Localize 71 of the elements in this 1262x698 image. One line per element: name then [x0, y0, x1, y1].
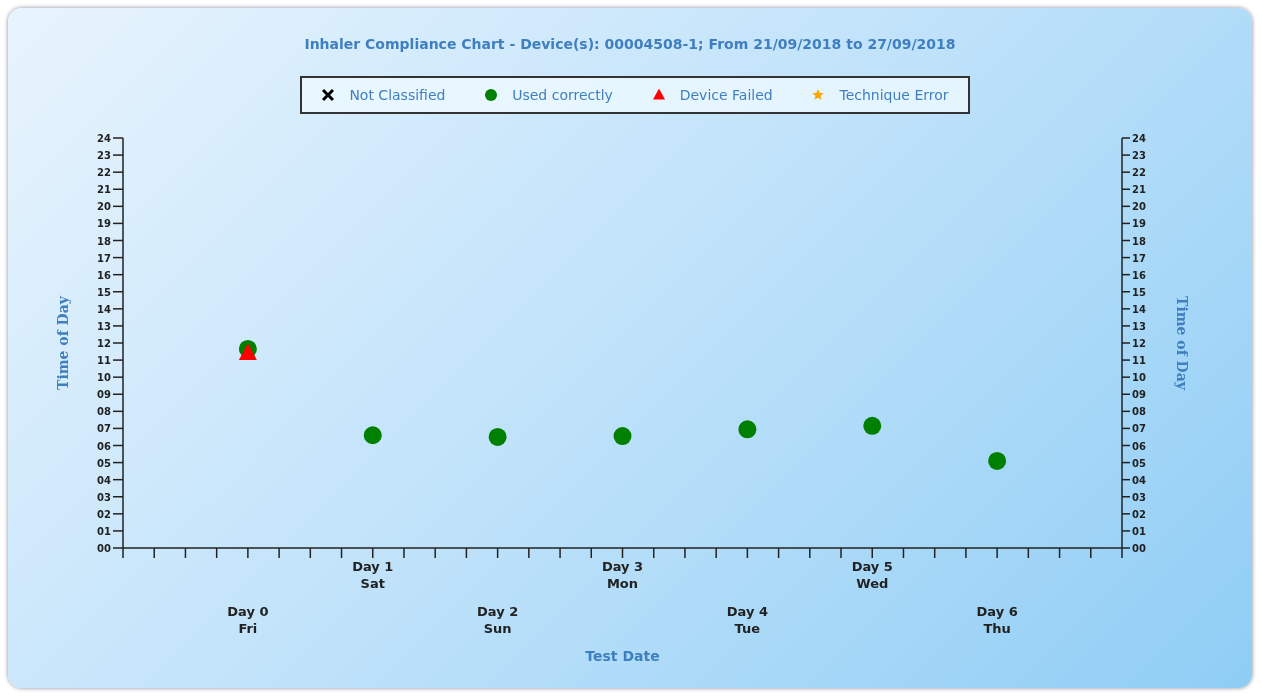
point	[488, 427, 507, 446]
x-tick-label: Day 6 Thu	[976, 604, 1018, 636]
y2-tick-label: 22	[1132, 167, 1146, 179]
x-tick-label: Day 3 Mon	[601, 559, 644, 591]
y-tick-label: 04	[97, 474, 112, 486]
y2-tick-label: 23	[1132, 150, 1146, 162]
y-axis-title: Time of Day	[54, 295, 71, 390]
x-tick-label: Day 1 Sat	[352, 559, 394, 591]
y2-tick-label: 07	[1132, 423, 1146, 435]
y2-tick-label: 03	[1132, 491, 1146, 503]
y2-tick-label: 14	[1132, 303, 1146, 315]
point	[863, 416, 882, 435]
y2-tick-label: 13	[1132, 320, 1146, 332]
y-tick-label: 15	[97, 286, 112, 298]
y2-tick-label: 06	[1132, 440, 1146, 452]
y-tick-label: 23	[97, 150, 112, 162]
legend-label: Technique Error	[839, 87, 949, 103]
point	[363, 426, 382, 445]
y2-tick-label: 02	[1132, 508, 1146, 520]
y2-tick-label: 09	[1132, 389, 1146, 401]
y2-tick-label: 21	[1132, 184, 1146, 196]
y-tick-label: 07	[97, 423, 112, 435]
y2-tick-label: 20	[1132, 201, 1146, 213]
y-tick-label: 18	[97, 235, 112, 247]
y2-tick-label: 10	[1132, 372, 1146, 384]
y-tick-label: 21	[97, 184, 112, 196]
y-tick-label: 06	[97, 440, 112, 452]
y-tick-label: 14	[97, 303, 112, 315]
legend-label: Used correctly	[512, 87, 613, 103]
y2-axis-title: Time of Day	[1174, 296, 1191, 391]
point	[613, 427, 632, 446]
y2-tick-label: 11	[1132, 355, 1146, 367]
y-tick-label: 17	[97, 252, 112, 264]
point	[988, 451, 1007, 470]
y-tick-label: 05	[97, 457, 112, 469]
y2-tick-label: 24	[1132, 133, 1146, 144]
y-tick-label: 22	[97, 167, 112, 179]
y-tick-label: 11	[97, 355, 112, 367]
y-tick-label: 01	[97, 525, 112, 537]
y2-tick-label: 05	[1132, 457, 1146, 469]
y-tick-label: 08	[97, 406, 112, 418]
y2-tick-label: 16	[1132, 269, 1146, 281]
y2-tick-label: 17	[1132, 252, 1146, 264]
y2-tick-label: 19	[1132, 218, 1146, 230]
y-tick-label: 13	[97, 320, 112, 332]
chart-title: Inhaler Compliance Chart - Device(s): 00004508-1; From 21/09/2018 to 27/09/2018	[303, 36, 957, 52]
y-tick-label: 03	[97, 491, 112, 503]
y2-tick-label: 12	[1132, 338, 1146, 349]
y2-tick-label: 18	[1132, 235, 1146, 247]
y-tick-label: 02	[97, 508, 112, 520]
y2-tick-label: 01	[1132, 525, 1146, 537]
y-tick-label: 09	[97, 389, 112, 401]
y-tick-label: 12	[97, 338, 112, 349]
y2-tick-label: 15	[1132, 286, 1146, 298]
legend-label: Device Failed	[679, 87, 773, 103]
y-tick-label: 24	[97, 133, 112, 144]
y-tick-label: 20	[97, 201, 112, 213]
y-tick-label: 19	[97, 218, 112, 230]
point	[738, 420, 757, 439]
y-tick-label: 16	[97, 269, 112, 281]
x-tick-label: Day 2 Sun	[477, 604, 519, 636]
y2-tick-label: 00	[1132, 543, 1146, 554]
x-axis-title: Test Date	[585, 648, 660, 664]
x-tick-label: Day 0 Fri	[227, 604, 269, 636]
y-tick-label: 00	[97, 543, 112, 554]
x-tick-label: Day 4 Tue	[726, 604, 768, 636]
y-tick-label: 10	[97, 372, 112, 384]
legend-label: Not Classified	[349, 87, 446, 103]
y2-tick-label: 08	[1132, 406, 1146, 418]
y2-tick-label: 04	[1132, 474, 1146, 486]
x-tick-label: Day 5 Wed	[851, 559, 893, 591]
